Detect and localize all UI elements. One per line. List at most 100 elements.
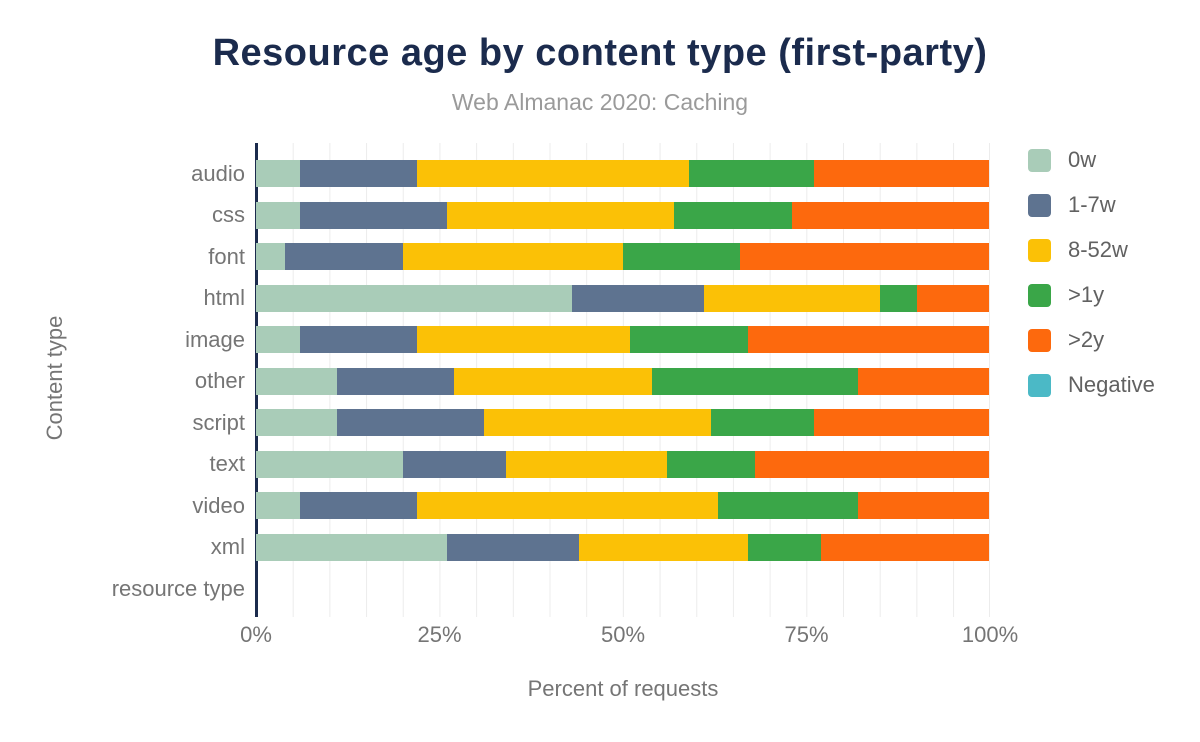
bar-segment-audio->1y[interactable] [689, 160, 814, 188]
bar-row-css [256, 195, 990, 237]
y-label-font: font [208, 243, 245, 269]
plot-area [255, 143, 990, 617]
legend-item->2y[interactable]: >2y [1028, 327, 1155, 353]
bar-segment-xml-8-52w[interactable] [578, 533, 748, 561]
bar-segment-html-0w[interactable] [256, 284, 572, 312]
bar-segment-video-8-52w[interactable] [417, 492, 719, 520]
legend-label: 1-7w [1068, 192, 1116, 217]
bar-segment-text-0w[interactable] [256, 450, 403, 478]
bar-segment-video-0w[interactable] [256, 492, 301, 520]
bar-segment-text-1-7w[interactable] [402, 450, 506, 478]
bar-segment-image-0w[interactable] [256, 326, 301, 354]
bar-row-html [256, 278, 990, 320]
legend-item-1-7w[interactable]: 1-7w [1028, 192, 1155, 218]
bar-segment-css->2y[interactable] [791, 201, 990, 229]
bar-segment-other-1-7w[interactable] [336, 367, 455, 395]
y-label-resource-type: resource type [111, 575, 245, 601]
legend-swatch-icon [1028, 193, 1051, 217]
legend-swatch-icon [1028, 238, 1051, 262]
legend: 0w 1-7w 8-52w >1y >2y Negative [1028, 147, 1155, 417]
legend-label: Negative [1068, 372, 1155, 397]
y-label-image: image [185, 326, 245, 352]
bar-segment-font-0w[interactable] [256, 243, 286, 271]
bar-segment-text->2y[interactable] [755, 450, 990, 478]
bar-segment-text->1y[interactable] [667, 450, 756, 478]
bar-row-xml [256, 527, 990, 569]
x-axis-ticks: 0% 25% 50% 75% 100% [240, 622, 1018, 650]
bar-segment-script-1-7w[interactable] [336, 409, 484, 437]
bar-segment-font->1y[interactable] [622, 243, 741, 271]
y-label-video: video [192, 492, 245, 518]
bar-segment-xml-1-7w[interactable] [446, 533, 579, 561]
legend-swatch-icon [1028, 373, 1051, 397]
bar-segment-xml->1y[interactable] [747, 533, 822, 561]
bar-segment-font->2y[interactable] [740, 243, 990, 271]
chart-title: Resource age by content type (first-part… [212, 32, 988, 74]
bar-segment-script->1y[interactable] [711, 409, 814, 437]
bar-segment-audio->2y[interactable] [813, 160, 990, 188]
y-label-css: css [212, 202, 245, 228]
bar-segment-video->2y[interactable] [857, 492, 990, 520]
bar-segment-html-1-7w[interactable] [571, 284, 704, 312]
legend-label: >2y [1068, 327, 1105, 352]
bar-segment-audio-0w[interactable] [256, 160, 301, 188]
bar-segment-other->2y[interactable] [857, 367, 990, 395]
bar-segment-css->1y[interactable] [674, 201, 792, 229]
bar-segment-html-8-52w[interactable] [703, 284, 880, 312]
bar-rows [256, 153, 990, 610]
bar-segment-image->1y[interactable] [630, 326, 748, 354]
bar-segment-audio-1-7w[interactable] [300, 160, 418, 188]
legend-label: 8-52w [1068, 237, 1128, 262]
x-tick-25: 25% [417, 622, 462, 647]
bar-row-other [256, 361, 990, 403]
legend-label: >1y [1068, 282, 1105, 307]
bar-segment-video->1y[interactable] [718, 492, 858, 520]
bar-row-text [256, 444, 990, 486]
bar-segment-image-8-52w[interactable] [417, 326, 631, 354]
bar-row-video [256, 485, 990, 527]
x-tick-0: 0% [240, 622, 272, 647]
bar-segment-image->2y[interactable] [747, 326, 990, 354]
chart-subtitle: Web Almanac 2020: Caching [451, 89, 749, 115]
bar-row-resource-type [256, 568, 990, 610]
legend-item-Negative[interactable]: Negative [1028, 372, 1155, 398]
bar-row-image [256, 319, 990, 361]
y-label-text: text [209, 451, 245, 477]
bar-segment-xml-0w[interactable] [256, 533, 447, 561]
bar-segment-script-0w[interactable] [256, 409, 337, 437]
bar-segment-other->1y[interactable] [652, 367, 858, 395]
bar-segment-image-1-7w[interactable] [300, 326, 418, 354]
y-label-html: html [203, 285, 245, 311]
legend-item-8-52w[interactable]: 8-52w [1028, 237, 1155, 263]
bar-segment-text-8-52w[interactable] [505, 450, 668, 478]
y-label-xml: xml [210, 534, 245, 560]
legend-swatch-icon [1028, 148, 1051, 172]
bar-segment-other-0w[interactable] [256, 367, 337, 395]
bar-segment-video-1-7w[interactable] [300, 492, 418, 520]
bar-row-audio [256, 153, 990, 195]
y-label-script: script [192, 409, 245, 435]
x-axis-title: Percent of requests [527, 676, 719, 701]
y-axis-labels: audio css font html image other script text vide… [40, 153, 245, 610]
bar-segment-font-8-52w[interactable] [402, 243, 623, 271]
legend-swatch-icon [1028, 283, 1051, 307]
bar-segment-audio-8-52w[interactable] [417, 160, 690, 188]
bar-segment-script->2y[interactable] [813, 409, 990, 437]
bar-segment-script-8-52w[interactable] [483, 409, 712, 437]
x-tick-50: 50% [600, 622, 646, 647]
bar-segment-css-0w[interactable] [256, 201, 301, 229]
bar-segment-font-1-7w[interactable] [285, 243, 403, 271]
legend-item->1y[interactable]: >1y [1028, 282, 1155, 308]
bar-segment-css-1-7w[interactable] [300, 201, 447, 229]
bar-segment-html->1y[interactable] [879, 284, 917, 312]
legend-swatch-icon [1028, 328, 1051, 352]
bar-segment-css-8-52w[interactable] [446, 201, 675, 229]
bar-row-font [256, 236, 990, 278]
y-label-other: other [194, 368, 245, 394]
bar-segment-xml->2y[interactable] [821, 533, 990, 561]
bar-segment-other-8-52w[interactable] [454, 367, 653, 395]
bar-segment-html->2y[interactable] [916, 284, 990, 312]
legend-item-0w[interactable]: 0w [1028, 147, 1155, 173]
y-label-audio: audio [191, 160, 245, 186]
